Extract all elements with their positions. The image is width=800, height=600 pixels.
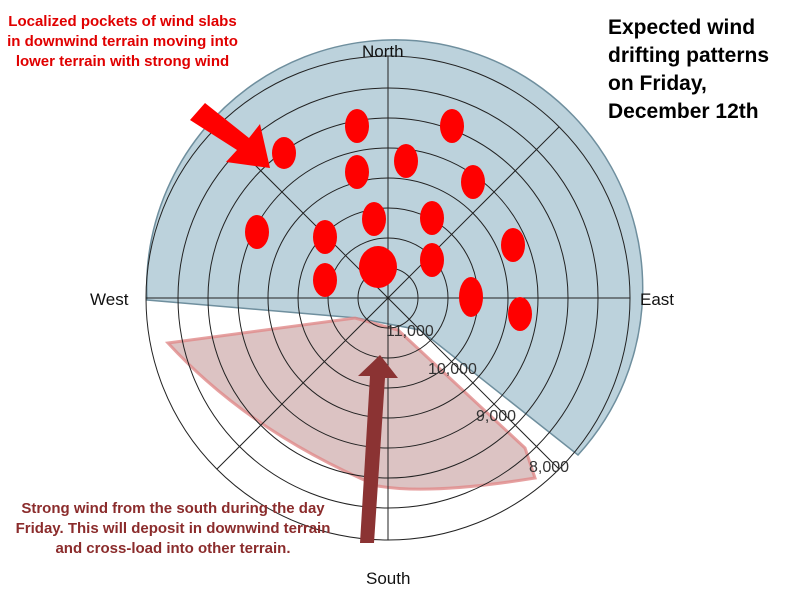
direction-south: South — [366, 569, 411, 588]
title: Expected wind drifting patterns on Frida… — [608, 16, 769, 123]
slab-pockets — [245, 109, 532, 331]
annotation-south-wind: Strong wind from the south during the da… — [15, 500, 331, 557]
elevation-label: 9,000 — [476, 408, 517, 425]
elevation-label: 8,000 — [529, 459, 570, 476]
south-wind-zone — [164, 316, 537, 491]
direction-east: East — [640, 290, 675, 309]
direction-north: North — [362, 42, 404, 61]
arrow-south — [358, 355, 398, 543]
direction-west: West — [90, 290, 129, 309]
arrow-northwest — [190, 103, 270, 168]
wind-slab-zone — [145, 39, 644, 457]
annotation-slabs: Localized pockets of wind slabs in downw… — [7, 13, 238, 70]
elevation-label: 11,000 — [386, 323, 434, 340]
radial-lines — [146, 56, 630, 540]
elevation-label: 10,000 — [428, 361, 477, 378]
